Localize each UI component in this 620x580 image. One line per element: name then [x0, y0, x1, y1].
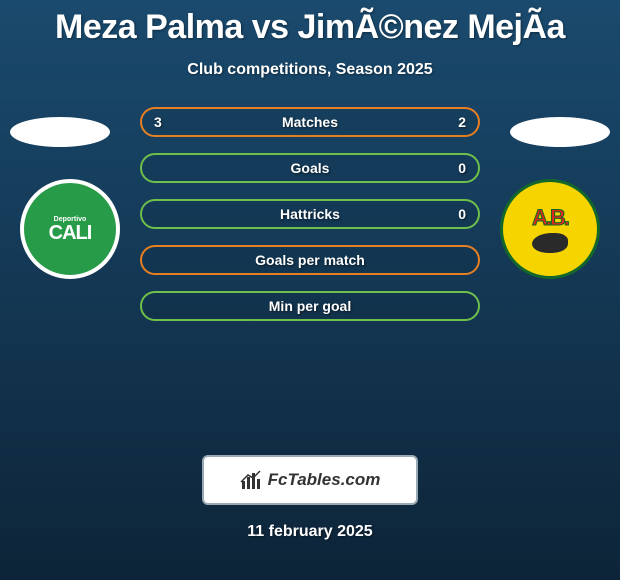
club-badge-left-label: Deportivo CALI	[49, 216, 92, 243]
stat-row-hattricks: Hattricks 0	[140, 199, 480, 229]
stat-row-goals: Goals 0	[140, 153, 480, 183]
stat-label: Min per goal	[142, 298, 478, 314]
comparison-panel: Deportivo CALI A.B. 3 Matches 2 Goals 0 …	[0, 107, 620, 447]
club-badge-left: Deportivo CALI	[20, 179, 120, 279]
stat-label: Matches	[142, 114, 478, 130]
subtitle: Club competitions, Season 2025	[0, 61, 620, 79]
stat-label: Hattricks	[142, 206, 478, 222]
bar-chart-icon	[240, 469, 262, 491]
player-avatar-left	[10, 117, 110, 147]
page-title: Meza Palma vs JimÃ©nez MejÃ­a	[0, 0, 620, 47]
club-badge-right-label: A.B.	[532, 205, 568, 253]
stat-row-matches: 3 Matches 2	[140, 107, 480, 137]
stat-row-goals-per-match: Goals per match	[140, 245, 480, 275]
player-avatar-right	[510, 117, 610, 147]
brand-box[interactable]: FcTables.com	[202, 455, 418, 505]
animal-icon	[532, 233, 568, 253]
stats-list: 3 Matches 2 Goals 0 Hattricks 0 Goals pe…	[140, 107, 480, 337]
club-badge-right: A.B.	[500, 179, 600, 279]
stat-row-min-per-goal: Min per goal	[140, 291, 480, 321]
stat-label: Goals per match	[142, 252, 478, 268]
stat-label: Goals	[142, 160, 478, 176]
date-label: 11 february 2025	[0, 523, 620, 541]
brand-label: FcTables.com	[268, 470, 381, 490]
